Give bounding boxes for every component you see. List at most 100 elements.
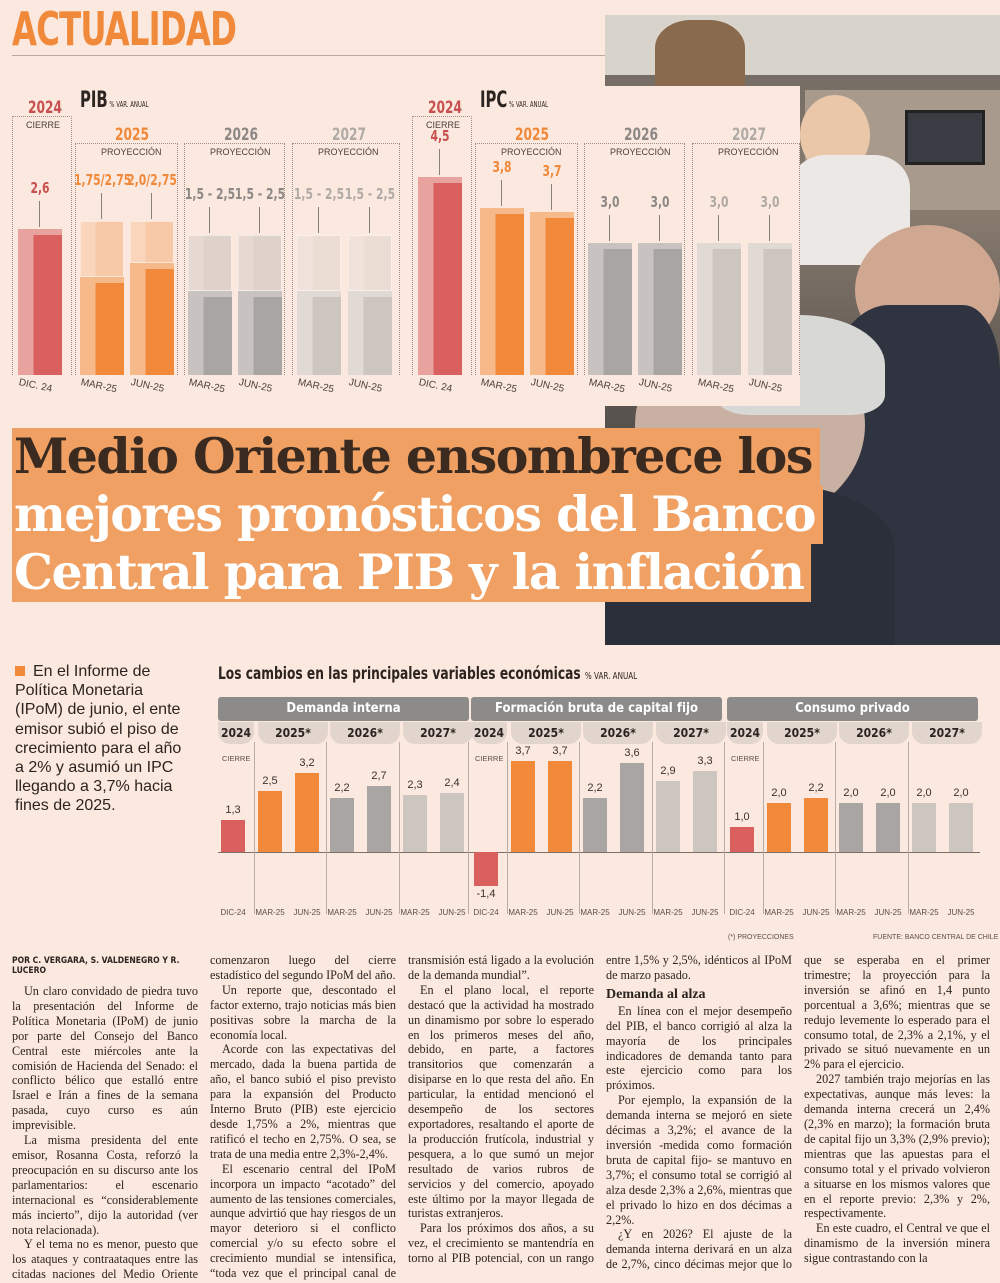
group-box-2025 xyxy=(75,143,178,375)
chart-unit: % VAR. ANUAL xyxy=(107,100,149,109)
group-label: CIERRE xyxy=(26,120,61,130)
group-label: PROYECCIÓN xyxy=(210,147,271,157)
cierre-label: CIERRE xyxy=(222,754,251,763)
x-label: MAR-25 xyxy=(508,908,538,917)
lead-text: En el Informe de Política Monetaria (IPo… xyxy=(15,663,182,815)
group-box-2024 xyxy=(12,116,72,375)
value-label: 2,0 xyxy=(880,786,896,799)
bar xyxy=(348,291,392,375)
x-label: MAR-25 xyxy=(909,908,939,917)
section-title: ACTUALIDAD xyxy=(12,2,237,56)
year-tab: 2027* xyxy=(912,722,982,744)
bar-range xyxy=(130,221,174,263)
headline-line-3: Central para PIB y la inflación xyxy=(12,544,812,602)
value-label: 2,0 xyxy=(953,786,969,799)
bar xyxy=(548,760,572,852)
panel-header: Demanda interna xyxy=(218,697,469,721)
x-label: MAR-25 xyxy=(400,908,430,917)
paragraph: Para los próximos dos años, a su vez, el… xyxy=(408,953,792,1266)
bar xyxy=(188,291,232,375)
bar-range xyxy=(297,235,341,291)
bar xyxy=(949,802,973,852)
bar xyxy=(730,827,754,852)
column-divider xyxy=(254,742,255,914)
year-tab: 2026* xyxy=(583,722,653,744)
headline-line-1: Medio Oriente ensombrece los xyxy=(12,428,820,486)
year-label-2025: 2025 xyxy=(515,125,550,145)
group-box-2027 xyxy=(292,143,400,375)
value-label: 1,5 - 2,5 xyxy=(344,185,396,203)
value-label: 2,0 xyxy=(916,786,932,799)
bar xyxy=(238,291,282,375)
bar xyxy=(530,212,574,375)
x-label: MAR-25 xyxy=(79,377,118,396)
column-divider xyxy=(579,742,580,914)
bar xyxy=(767,802,791,852)
pib-title: PIB % VAR. ANUAL xyxy=(80,88,149,113)
year-tab: 2025* xyxy=(258,722,328,744)
x-label: JUN-25 xyxy=(747,377,784,395)
panel-divider xyxy=(724,742,725,914)
value-pointer xyxy=(769,215,770,241)
paragraph: ¿Y en 2026? El ajuste de la demanda inte… xyxy=(606,953,990,1272)
year-tab: 2027* xyxy=(656,722,726,744)
section-rule xyxy=(12,55,605,56)
bar xyxy=(656,780,680,852)
x-label: MAR-25 xyxy=(764,908,794,917)
value-label: 2,7 xyxy=(371,769,387,782)
column-divider xyxy=(326,742,327,914)
year-tab: 2027* xyxy=(403,722,473,744)
group-box-2026 xyxy=(584,143,685,375)
bar xyxy=(221,820,245,852)
cierre-label: CIERRE xyxy=(731,754,760,763)
bar xyxy=(367,785,391,852)
x-label: MAR-25 xyxy=(187,377,226,396)
group-box-2026 xyxy=(184,143,285,375)
column-divider xyxy=(507,742,508,914)
top-charts-panel: PIB % VAR. ANUAL 2024 CIERRE 2,6 DIC. 24 2025… xyxy=(0,86,800,406)
source-note: FUENTE: BANCO CENTRAL DE CHILE xyxy=(873,934,999,941)
x-label: DIC-24 xyxy=(729,908,755,917)
year-tab: 2024 xyxy=(471,722,507,744)
value-label: 2,2 xyxy=(808,781,824,794)
group-box-2025 xyxy=(475,143,578,375)
group-label: CIERRE xyxy=(426,120,461,130)
value-label: 2,2 xyxy=(587,781,603,794)
group-label: PROYECCIÓN xyxy=(610,147,671,157)
column-divider xyxy=(908,742,909,914)
chart-name: PIB xyxy=(80,88,108,113)
x-label: JUN-25 xyxy=(293,908,321,917)
value-pointer xyxy=(659,215,660,241)
value-label: 1,0 xyxy=(734,811,750,824)
panel-header: Consumo privado xyxy=(727,697,978,721)
value-pointer xyxy=(501,179,502,206)
x-label: MAR-25 xyxy=(479,377,518,396)
paragraph: Acorde con las expectativas del mercado,… xyxy=(210,1042,396,1161)
year-label-2025: 2025 xyxy=(115,125,150,145)
x-label: JUN-25 xyxy=(618,908,646,917)
x-label: DIC. 24 xyxy=(417,377,454,395)
value-label: -1,4 xyxy=(476,888,496,901)
value-label: 3,8 xyxy=(492,157,512,176)
value-label: 3,0 xyxy=(600,193,620,211)
x-label: MAR-25 xyxy=(296,377,335,396)
value-label: 3,7 xyxy=(515,744,531,757)
bar xyxy=(839,802,863,852)
value-label: 1,5 - 2,5 xyxy=(234,185,286,203)
x-label: JUN-25 xyxy=(637,377,674,395)
value-label: 2,9 xyxy=(660,764,676,777)
bar xyxy=(912,802,936,852)
bar xyxy=(258,790,282,852)
value-pointer xyxy=(369,207,370,233)
year-label-2027: 2027 xyxy=(732,125,767,145)
value-pointer xyxy=(718,215,719,241)
year-label-2026: 2026 xyxy=(624,125,659,145)
paragraph: Por ejemplo, la expansión de la demanda … xyxy=(606,1093,792,1227)
value-label: 3,7 xyxy=(542,162,562,181)
paragraph: En este cuadro, el Central ve que el din… xyxy=(804,1221,990,1266)
value-label: 3,2 xyxy=(299,757,315,770)
bar xyxy=(130,263,174,375)
bar xyxy=(297,291,341,375)
value-label: 1,75/2,75 xyxy=(74,171,132,189)
value-label: 2,5 xyxy=(262,774,278,787)
